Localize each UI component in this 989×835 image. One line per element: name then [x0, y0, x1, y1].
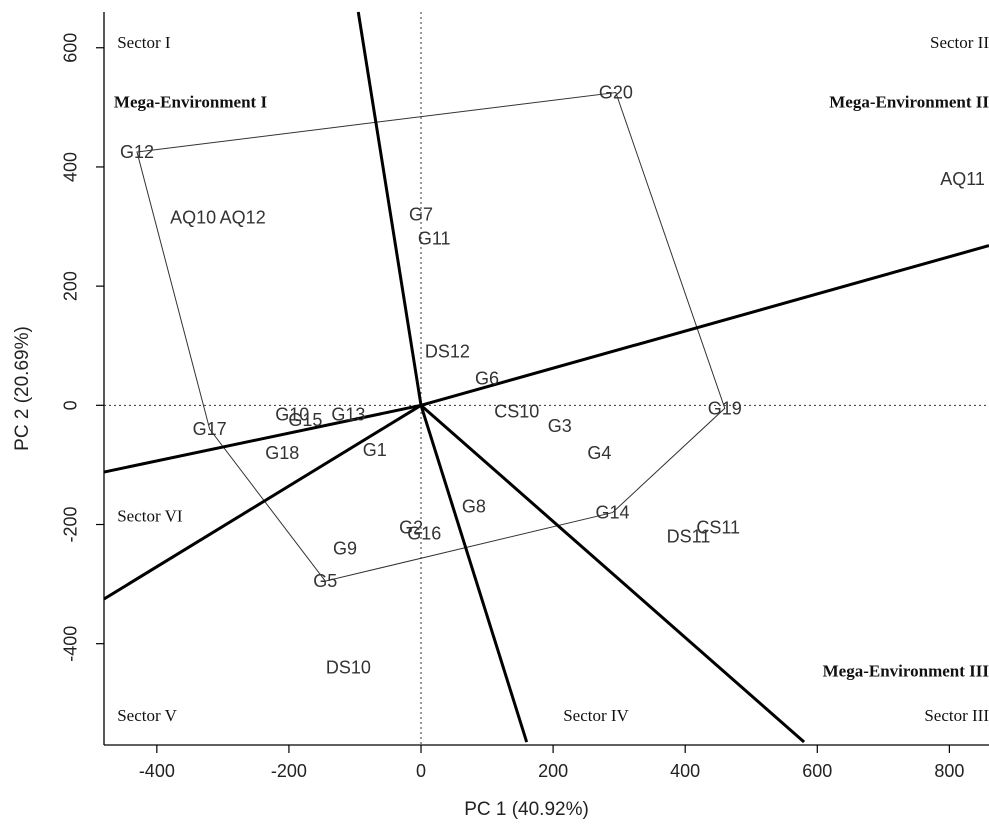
x-tick-label: 800 [934, 761, 964, 781]
sector-ray-2 [420, 244, 989, 407]
sector-ray-5 [103, 404, 422, 601]
genotype-label-g1: G1 [363, 440, 387, 460]
genotype-label-g17: G17 [193, 419, 227, 439]
genotype-label-g11: G11 [418, 228, 451, 248]
plot-frame [103, 12, 989, 746]
genotype-label-g13: G13 [331, 404, 365, 424]
sector-ray-6 [103, 403, 422, 474]
x-tick-label: -200 [271, 761, 307, 781]
mega-environment-label-2: Mega-Environment II [829, 92, 989, 111]
sector-label-6: Sector III [924, 706, 989, 725]
genotype-label-g12: G12 [120, 142, 154, 162]
x-tick-label: -400 [139, 761, 175, 781]
region-labels: Sector I Sector II Sector VI Sector V Sector… [114, 33, 989, 725]
polygon-layer [136, 91, 726, 582]
environment-label-ds12: DS12 [425, 342, 470, 362]
environment-label-aq10: AQ10 [170, 208, 216, 228]
x-tick-label: 200 [538, 761, 568, 781]
mega-environment-label-3: Mega-Environment III [823, 662, 989, 681]
environment-label-aq12: AQ12 [220, 208, 266, 228]
y-axis-title: PC 2 (20.69%) [12, 326, 33, 451]
x-tick-label: 0 [416, 761, 426, 781]
x-tick-label: 600 [802, 761, 832, 781]
genotype-label-g7: G7 [409, 205, 433, 225]
sector-label-2: Sector II [930, 33, 989, 52]
sector-ray-4 [420, 404, 806, 744]
genotype-label-g2: G2 [399, 517, 423, 537]
genotype-label-g6: G6 [475, 369, 499, 389]
genotype-label-g14: G14 [596, 503, 630, 523]
genotype-label-g8: G8 [462, 497, 486, 517]
x-tick-label: 400 [670, 761, 700, 781]
reference-lines [104, 12, 989, 745]
sector-label-5: Sector IV [563, 706, 629, 725]
genotype-label-g10: G10 [275, 404, 309, 424]
sector-label-1: Sector I [117, 33, 171, 52]
y-tick-label: 200 [61, 271, 81, 301]
sector-ray-3 [419, 404, 529, 743]
sector-label-4: Sector V [117, 706, 177, 725]
point-labels: G1 G2 G3 G4 G5 G6 G7 G8 G9 G10 G11 G12 G13 G14 G15 G16 G… [120, 82, 985, 677]
sector-label-3: Sector VI [117, 507, 183, 526]
y-tick-label: -200 [61, 506, 81, 542]
genotype-label-g5: G5 [313, 571, 337, 591]
genotype-label-g3: G3 [548, 416, 572, 436]
genotype-label-g19: G19 [708, 398, 742, 418]
genotype-label-g16: G16 [407, 523, 441, 543]
y-tick-label: 0 [61, 400, 81, 410]
sector-rays [103, 11, 989, 744]
genotype-label-g4: G4 [587, 443, 611, 463]
y-tick-label: -400 [61, 626, 81, 662]
y-tick-label: 400 [61, 152, 81, 182]
genotype-label-g18: G18 [265, 443, 299, 463]
environment-label-ds11: DS11 [667, 526, 711, 546]
mega-environment-label-1: Mega-Environment I [114, 92, 268, 111]
environment-label-cs11: CS11 [696, 517, 740, 537]
environment-label-ds10: DS10 [326, 658, 371, 678]
genotype-label-g20: G20 [599, 82, 633, 102]
convex-hull-polygon [136, 91, 726, 582]
x-axis-title: PC 1 (40.92%) [464, 799, 589, 820]
sector-ray-1 [356, 11, 423, 406]
genotype-label-g9: G9 [333, 538, 357, 558]
environment-label-aq11: AQ11 [940, 169, 985, 189]
axes: -400 -200 0 200 400 600 800 -400 -200 0 200 400 600 [61, 33, 965, 781]
environment-label-cs10: CS10 [494, 401, 539, 421]
y-tick-label: 600 [61, 33, 81, 63]
genotype-label-g15: G15 [288, 410, 322, 430]
